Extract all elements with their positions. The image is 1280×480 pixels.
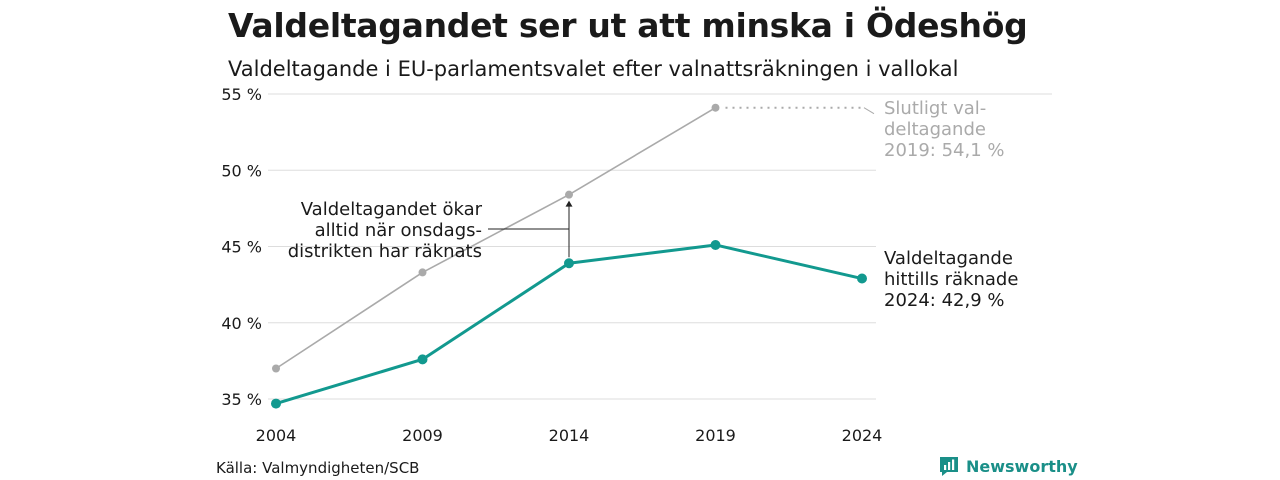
- difference-annotation-line: alltid när onsdags-: [315, 220, 482, 241]
- chart-title: Valdeltagandet ser ut att minska i Ödesh…: [228, 6, 1028, 45]
- difference-annotation-line: Valdeltagandet ökar: [301, 199, 483, 220]
- y-tick-label: 45 %: [221, 238, 262, 257]
- final-series-label: Slutligt val-deltagande 2019: 54,1 %: [884, 98, 1005, 161]
- counted-series-label: Valdeltagande hittills räknade 2024: 42,9 …: [884, 248, 1018, 311]
- x-tick-label: 2009: [402, 426, 443, 445]
- difference-arrow-head: [565, 200, 573, 207]
- series-line-final: [275, 107, 716, 370]
- grid-layer: [268, 93, 1052, 400]
- annotation-layer: Slutligt val-deltagande 2019: 54,1 % Valde…: [288, 98, 1019, 311]
- final-series-label-line: Slutligt val-: [884, 98, 986, 119]
- y-tick-label: 35 %: [221, 390, 262, 409]
- data-point-counted: [857, 273, 867, 284]
- series-line-counted: [275, 243, 863, 406]
- data-point-counted: [271, 398, 281, 409]
- difference-annotation-line: distrikten har räknats: [288, 241, 482, 262]
- data-point-counted: [564, 258, 574, 269]
- counted-series-label-line: hittills räknade: [884, 269, 1018, 290]
- x-tick-label: 2019: [695, 426, 736, 445]
- x-tick-label: 2004: [256, 426, 297, 445]
- data-point-final: [711, 103, 720, 112]
- newsworthy-icon: [940, 457, 958, 476]
- final-label-connector: [863, 107, 875, 115]
- y-axis: 35 % 40 % 45 % 50 % 55 %: [221, 85, 262, 409]
- final-series-label-line: deltagande: [884, 119, 986, 140]
- difference-annotation: Valdeltagandet ökar alltid när onsdags-di…: [288, 199, 483, 262]
- y-tick-label: 55 %: [221, 85, 262, 104]
- x-tick-label: 2024: [842, 426, 883, 445]
- data-point-final: [565, 190, 573, 199]
- x-tick-label: 2014: [549, 426, 590, 445]
- final-series-label-line: 2019: 54,1 %: [884, 140, 1005, 161]
- chart-subtitle: Valdeltagande i EU-parlamentsvalet efter…: [228, 57, 959, 81]
- y-tick-label: 50 %: [221, 161, 262, 180]
- counted-series-label-line: Valdeltagande: [884, 248, 1013, 269]
- brand-logo: Newsworthy: [938, 455, 1078, 477]
- data-point-counted: [417, 354, 428, 365]
- y-tick-label: 40 %: [221, 314, 262, 333]
- brand-name: Newsworthy: [966, 456, 1078, 476]
- counted-series-label-line: 2024: 42,9 %: [884, 290, 1005, 311]
- series-layer: [271, 103, 867, 409]
- source-note: Källa: Valmyndigheten/SCB: [216, 459, 420, 477]
- data-point-final: [418, 268, 427, 277]
- x-axis: 2004 2009 2014 2019 2024: [256, 426, 883, 445]
- data-point-final: [272, 364, 280, 373]
- data-point-counted: [710, 239, 721, 250]
